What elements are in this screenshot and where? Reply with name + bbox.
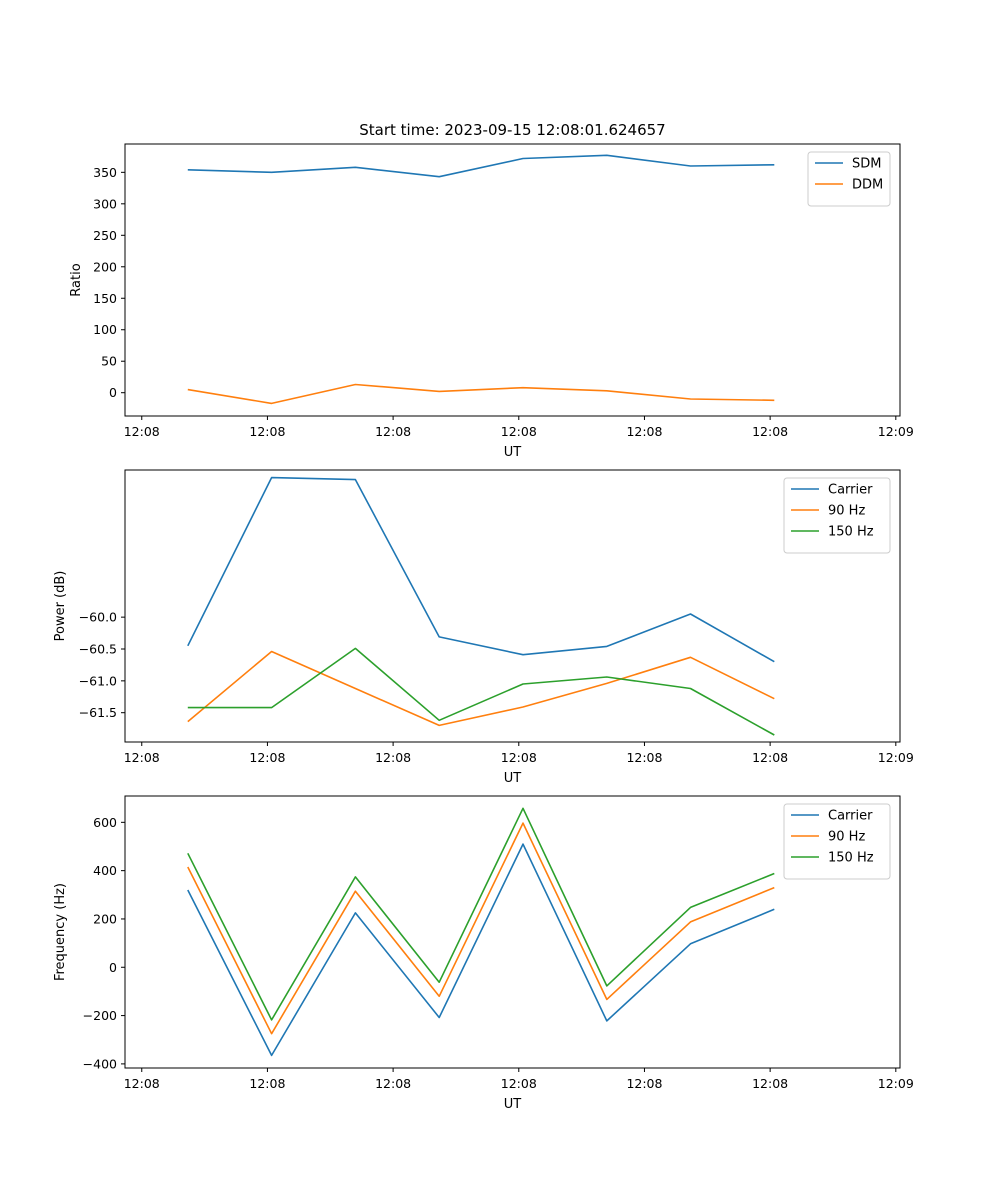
x-tick-label: 12:08: [501, 424, 537, 439]
x-tick-label: 12:08: [249, 1076, 285, 1091]
legend-box: [783, 477, 891, 554]
series-line-carrier: [187, 843, 775, 1057]
x-tick-label: 12:08: [501, 750, 537, 765]
series-line-sdm: [187, 154, 775, 178]
y-tick-label: 250: [93, 228, 117, 243]
legend-entry-150-hz: 150 Hz: [828, 525, 874, 540]
x-tick-label: 12:08: [752, 750, 788, 765]
x-axis-label: UT: [504, 445, 522, 460]
x-tick-label: 12:08: [375, 750, 411, 765]
legend: SDM DDM: [807, 151, 891, 207]
x-tick-label: 12:09: [878, 1076, 914, 1091]
chart-power: 12:08 12:08 12:08 12:08 12:08 12:08 12:09 −60.0…: [53, 469, 914, 786]
legend: Carrier 90 Hz 150 Hz: [783, 803, 891, 880]
y-tick-label: −60.5: [79, 641, 117, 656]
axes-frame: [124, 795, 901, 1069]
y-tick-label: 150: [93, 291, 117, 306]
y-tick-label: −200: [83, 1008, 117, 1023]
y-tick-label: 400: [93, 863, 117, 878]
y-axis-label: Frequency (Hz): [53, 883, 68, 981]
chart-ratio: Start time: 2023-09-15 12:08:01.624657 12…: [69, 121, 914, 460]
x-tick-label: 12:08: [249, 750, 285, 765]
x-tick-label: 12:08: [752, 1076, 788, 1091]
series-line-90-hz: [187, 650, 775, 727]
y-tick-label: 0: [109, 960, 117, 975]
y-tick-label: 300: [93, 196, 117, 211]
x-tick-label: 12:08: [626, 424, 662, 439]
series-line-carrier: [187, 476, 775, 663]
series-line-150-hz: [187, 807, 775, 1021]
y-tick-label: 200: [93, 259, 117, 274]
legend: Carrier 90 Hz 150 Hz: [783, 477, 891, 554]
axes-frame: [124, 469, 901, 743]
y-tick-label: 600: [93, 815, 117, 830]
y-tick-label: 350: [93, 165, 117, 180]
y-tick-label: 0: [109, 385, 117, 400]
x-tick-label: 12:08: [752, 424, 788, 439]
x-tick-label: 12:09: [878, 424, 914, 439]
legend-entry-150-hz: 150 Hz: [828, 851, 874, 866]
x-tick-label: 12:08: [375, 424, 411, 439]
legend-box: [783, 803, 891, 880]
legend-box: [807, 151, 891, 207]
chart-title: Start time: 2023-09-15 12:08:01.624657: [359, 121, 665, 139]
legend-entry-90-hz: 90 Hz: [828, 504, 865, 519]
legend-entry-sdm: SDM: [852, 157, 881, 172]
legend-entry-carrier: Carrier: [828, 809, 873, 824]
x-axis-label: UT: [504, 1097, 522, 1112]
y-tick-label: −60.0: [79, 610, 117, 625]
x-tick-label: 12:08: [501, 1076, 537, 1091]
series-line-ddm: [187, 383, 775, 405]
x-tick-label: 12:09: [878, 750, 914, 765]
x-tick-label: 12:08: [124, 750, 160, 765]
chart-frequency: 12:08 12:08 12:08 12:08 12:08 12:08 12:09 −400 −…: [53, 795, 914, 1112]
x-tick-label: 12:08: [124, 1076, 160, 1091]
legend-entry-ddm: DDM: [852, 178, 883, 193]
y-tick-label: 200: [93, 911, 117, 926]
x-tick-label: 12:08: [375, 1076, 411, 1091]
y-tick-label: −61.5: [79, 705, 117, 720]
legend-entry-90-hz: 90 Hz: [828, 830, 865, 845]
y-tick-label: 50: [101, 354, 117, 369]
axes-frame: [124, 143, 901, 417]
x-tick-label: 12:08: [124, 424, 160, 439]
x-tick-label: 12:08: [626, 750, 662, 765]
x-tick-label: 12:08: [249, 424, 285, 439]
y-axis-label: Ratio: [69, 263, 84, 296]
series-line-150-hz: [187, 647, 775, 736]
y-tick-label: −400: [83, 1056, 117, 1071]
y-axis-label: Power (dB): [53, 571, 68, 642]
x-tick-label: 12:08: [626, 1076, 662, 1091]
y-tick-label: 100: [93, 322, 117, 337]
legend-entry-carrier: Carrier: [828, 483, 873, 498]
y-tick-label: −61.0: [79, 673, 117, 688]
series-line-90-hz: [187, 822, 775, 1035]
x-axis-label: UT: [504, 771, 522, 786]
